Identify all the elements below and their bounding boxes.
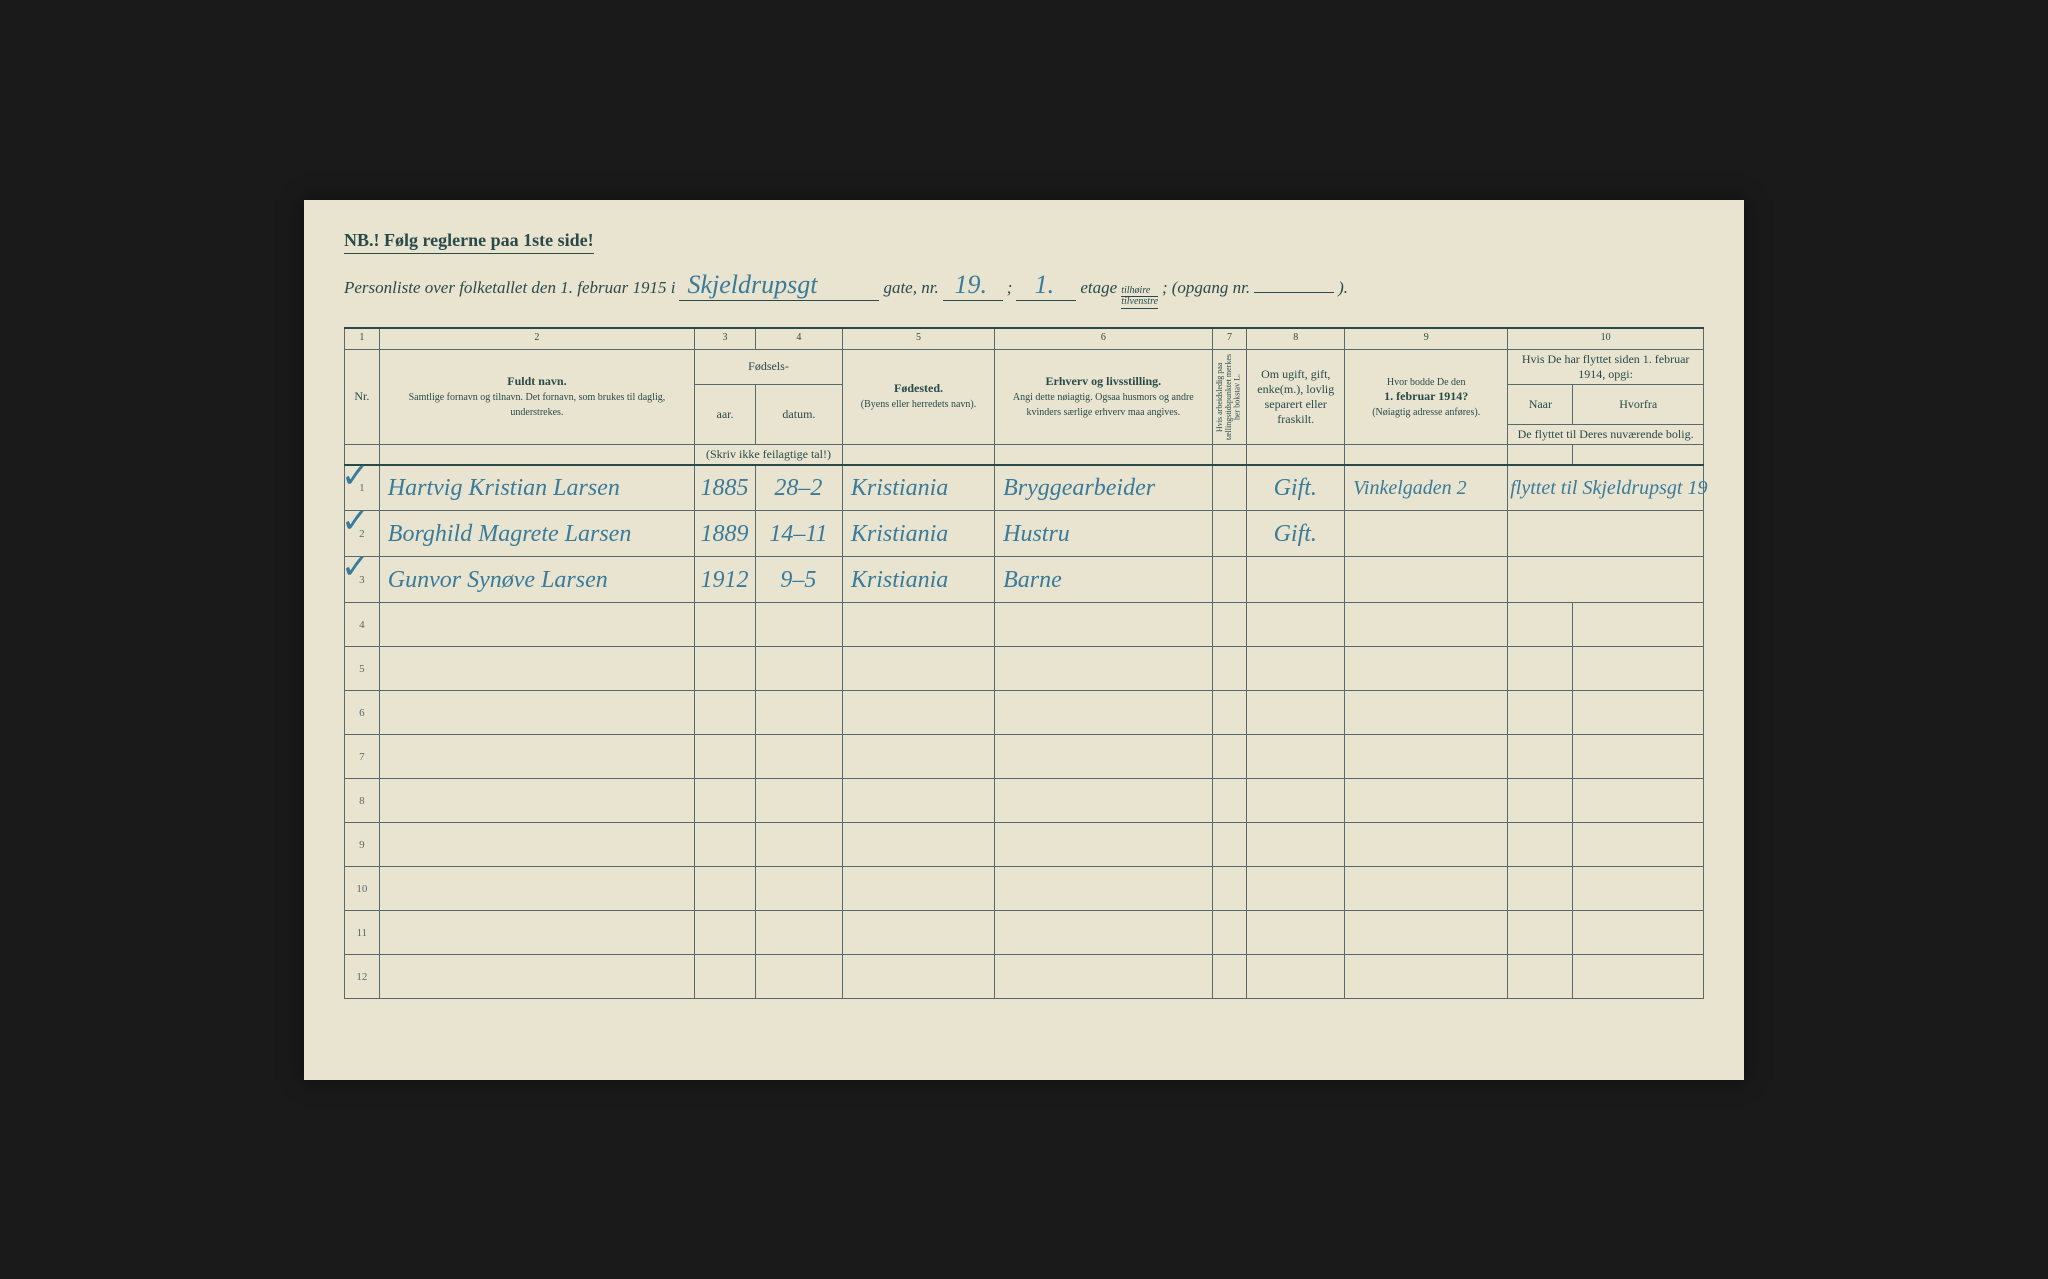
cell-moved <box>1508 511 1704 557</box>
cell-occupation: Hustru <box>995 511 1212 557</box>
header-title-line: Personliste over folketallet den 1. febr… <box>344 270 1704 309</box>
census-form-page: NB.! Følg reglerne paa 1ste side! Person… <box>304 200 1744 1080</box>
cell-addr1914 <box>1345 511 1508 557</box>
opgang-field <box>1254 292 1334 293</box>
cell-marital: Gift. <box>1247 465 1345 511</box>
col-fodsels-header: Fødsels- <box>695 349 843 384</box>
table-row: ✓2Borghild Magrete Larsen188914–11Kristi… <box>345 511 1704 557</box>
gate-label: gate, nr. <box>883 278 938 298</box>
etage-number-field: 1. <box>1016 270 1076 301</box>
cell-birthplace: Kristiania <box>842 511 994 557</box>
col-datum-header: datum. <box>755 384 842 444</box>
street-name-field: Skjeldrupsgt <box>679 270 879 301</box>
table-row: 11 <box>345 911 1704 955</box>
row-nr: 11 <box>345 911 380 955</box>
col-aar-header: aar. <box>695 384 756 444</box>
table-row: 12 <box>345 955 1704 999</box>
cell-date: 9–5 <box>755 557 842 603</box>
fodsels-note: (Skriv ikke feilagtige tal!) <box>695 444 843 465</box>
col-10-sub: De flyttet til Deres nuværende bolig. <box>1508 424 1704 444</box>
colnum-1: 1 <box>345 328 380 350</box>
col-erhverv-header: Erhverv og livsstilling. Angi dette nøia… <box>995 349 1212 444</box>
table-row: 5 <box>345 647 1704 691</box>
row-nr: ✓3 <box>345 557 380 603</box>
cell-marital <box>1247 557 1345 603</box>
cell-birthplace: Kristiania <box>842 557 994 603</box>
checkmark-icon: ✓ <box>341 505 370 539</box>
col-9-header: Hvor bodde De den 1. februar 1914? (Nøia… <box>1345 349 1508 444</box>
cell-marital: Gift. <box>1247 511 1345 557</box>
cell-year: 1912 <box>695 557 756 603</box>
colnum-9: 9 <box>1345 328 1508 350</box>
table-row: ✓3Gunvor Synøve Larsen19129–5KristianiaB… <box>345 557 1704 603</box>
row-nr: 10 <box>345 867 380 911</box>
colnum-10: 10 <box>1508 328 1704 350</box>
col-nr-header: Nr. <box>345 349 380 444</box>
col-hvorfra-header: Hvorfra <box>1573 384 1704 424</box>
colnum-6: 6 <box>995 328 1212 350</box>
table-row: 8 <box>345 779 1704 823</box>
row-nr: 4 <box>345 603 380 647</box>
row-nr: 7 <box>345 735 380 779</box>
opgang-label: (opgang nr. <box>1172 278 1250 298</box>
row-nr: 5 <box>345 647 380 691</box>
col-fodested-header: Fødested. (Byens eller herredets navn). <box>842 349 994 444</box>
cell-moved: flyttet til Skjeldrupsgt 19 <box>1508 465 1704 511</box>
cell-name: Gunvor Synøve Larsen <box>379 557 694 603</box>
row-nr: 8 <box>345 779 380 823</box>
cell-moved <box>1508 557 1704 603</box>
col-7-header: Hvis arbeidsledig paa tællingstidspunkte… <box>1212 349 1247 444</box>
cell-unemployed <box>1212 465 1247 511</box>
cell-unemployed <box>1212 511 1247 557</box>
col-naar-header: Naar <box>1508 384 1573 424</box>
cell-birthplace: Kristiania <box>842 465 994 511</box>
tilhoire-tilvenstre: tilhøire tilvenstre <box>1121 286 1158 309</box>
cell-occupation: Barne <box>995 557 1212 603</box>
header-nb: NB.! Følg reglerne paa 1ste side! <box>344 230 594 254</box>
gate-number-field: 19. <box>943 270 1003 301</box>
colnum-8: 8 <box>1247 328 1345 350</box>
sep1: ; <box>1007 278 1013 298</box>
col-8-header: Om ugift, gift, enke(m.), lovlig separer… <box>1247 349 1345 444</box>
header-prefix: Personliste over folketallet den 1. febr… <box>344 278 675 298</box>
cell-addr1914: Vinkelgaden 2 <box>1345 465 1508 511</box>
table-row: ✓1Hartvig Kristian Larsen188528–2Kristia… <box>345 465 1704 511</box>
colnum-7: 7 <box>1212 328 1247 350</box>
table-row: 7 <box>345 735 1704 779</box>
cell-year: 1889 <box>695 511 756 557</box>
colnum-3: 3 <box>695 328 756 350</box>
row-nr: 9 <box>345 823 380 867</box>
row-nr: 6 <box>345 691 380 735</box>
cell-unemployed <box>1212 557 1247 603</box>
col-10-header: Hvis De har flyttet siden 1. februar 191… <box>1508 349 1704 384</box>
table-body: ✓1Hartvig Kristian Larsen188528–2Kristia… <box>345 465 1704 999</box>
colnum-5: 5 <box>842 328 994 350</box>
cell-addr1914 <box>1345 557 1508 603</box>
table-row: 10 <box>345 867 1704 911</box>
colnum-2: 2 <box>379 328 694 350</box>
table-row: 6 <box>345 691 1704 735</box>
table-header: 1 2 3 4 5 6 7 8 9 10 Nr. Fuldt navn. Sam… <box>345 328 1704 465</box>
cell-name: Hartvig Kristian Larsen <box>379 465 694 511</box>
cell-occupation: Bryggearbeider <box>995 465 1212 511</box>
close-paren: ). <box>1338 278 1348 298</box>
table-row: 4 <box>345 603 1704 647</box>
cell-date: 28–2 <box>755 465 842 511</box>
row-nr: 12 <box>345 955 380 999</box>
table-row: 9 <box>345 823 1704 867</box>
etage-label: etage <box>1080 278 1117 298</box>
cell-year: 1885 <box>695 465 756 511</box>
census-table: 1 2 3 4 5 6 7 8 9 10 Nr. Fuldt navn. Sam… <box>344 327 1704 1000</box>
cell-date: 14–11 <box>755 511 842 557</box>
colnum-4: 4 <box>755 328 842 350</box>
sep2: ; <box>1162 278 1168 298</box>
cell-name: Borghild Magrete Larsen <box>379 511 694 557</box>
checkmark-icon: ✓ <box>341 551 370 585</box>
col-name-header: Fuldt navn. Samtlige fornavn og tilnavn.… <box>379 349 694 444</box>
checkmark-icon: ✓ <box>341 460 370 494</box>
